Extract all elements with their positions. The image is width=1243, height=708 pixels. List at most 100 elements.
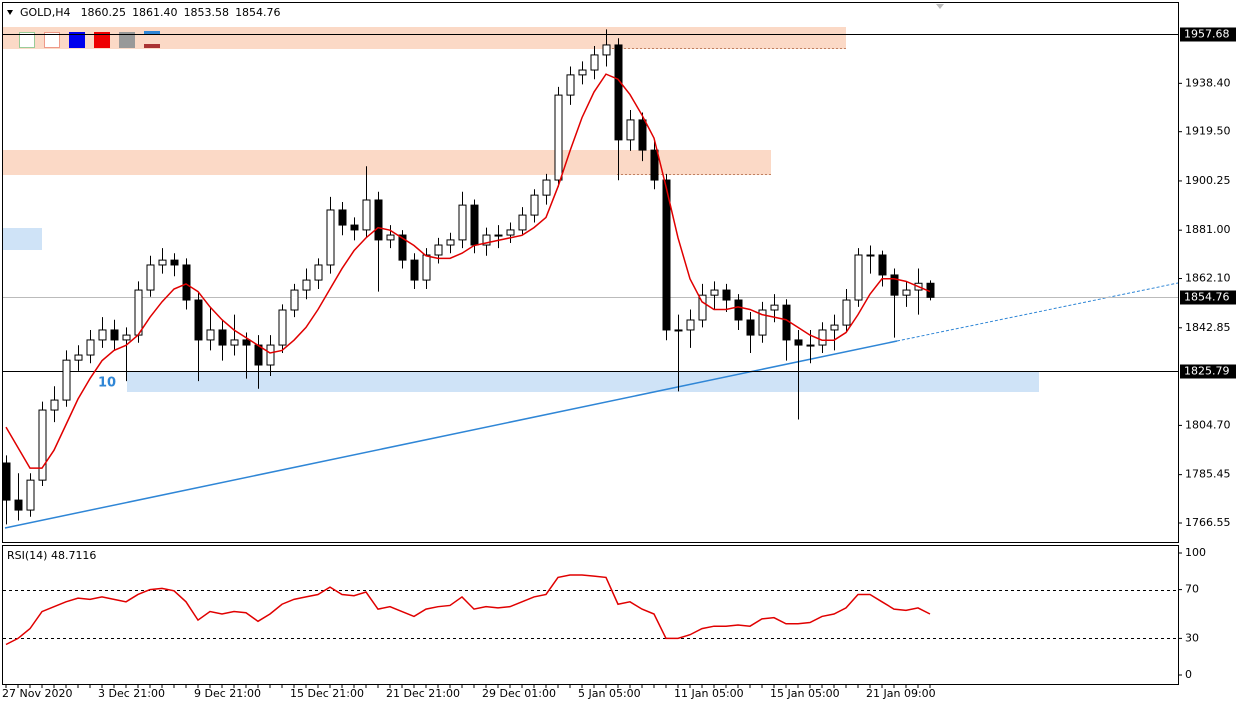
candle-body <box>38 409 47 481</box>
level-label: 1825.79 <box>1184 365 1230 378</box>
candle-body <box>230 339 239 346</box>
y-tick-label: 100 <box>1185 546 1206 559</box>
candle-body <box>422 254 431 281</box>
candle-body <box>266 344 275 366</box>
icon[interactable] <box>44 32 60 48</box>
level-label: 1957.68 <box>1184 28 1230 41</box>
candle-body <box>458 204 467 241</box>
trendline <box>4 340 898 529</box>
candle-body <box>614 44 623 141</box>
candle-body <box>674 329 683 332</box>
candle-body <box>362 199 371 231</box>
candle-body <box>326 209 335 266</box>
header-value: 1853.58 <box>184 6 230 19</box>
y-tick-label: 1919.50 <box>1185 125 1231 138</box>
candle-body <box>854 254 863 301</box>
candle-body <box>290 289 299 311</box>
rsi-pane <box>2 545 1179 685</box>
candle-body <box>182 264 191 301</box>
candle-body <box>398 234 407 261</box>
candle-body <box>530 194 539 216</box>
candle-body <box>434 244 443 256</box>
candle-body <box>590 54 599 71</box>
y-tick-label: 70 <box>1185 583 1199 596</box>
y-tick-label: 1842.85 <box>1185 321 1231 334</box>
candle-body <box>662 179 671 331</box>
y-tick-label: 1785.45 <box>1185 468 1231 481</box>
scroll-marker <box>936 4 944 9</box>
candle-body <box>170 259 179 266</box>
candle-body <box>14 499 23 511</box>
demand-zone <box>3 228 42 250</box>
icon[interactable] <box>119 32 135 48</box>
candle-body <box>626 119 635 141</box>
x-tick-label: 5 Jan 05:00 <box>578 687 641 700</box>
icon[interactable] <box>19 32 35 48</box>
icon[interactable] <box>144 44 160 48</box>
candle-body <box>710 289 719 296</box>
candle-body <box>218 329 227 346</box>
candle-body <box>122 334 131 341</box>
x-tick-label: 11 Jan 05:00 <box>674 687 744 700</box>
trendline-extension <box>896 282 1179 342</box>
candle-body <box>890 274 899 296</box>
candle-body <box>554 94 563 181</box>
x-tick-label: 15 Jan 05:00 <box>770 687 840 700</box>
candle-body <box>842 299 851 326</box>
candle-body <box>758 309 767 336</box>
candle-body <box>806 344 815 347</box>
candle-body <box>50 399 59 411</box>
x-tick-label: 15 Dec 21:00 <box>290 687 364 700</box>
y-tick-label: 1900.25 <box>1185 174 1231 187</box>
chart-title: GOLD,H4 <box>20 6 71 19</box>
candle-body <box>494 234 503 237</box>
icon[interactable] <box>144 31 160 34</box>
candle-body <box>410 259 419 281</box>
level-label-box <box>1180 290 1236 305</box>
y-tick-label: 1804.70 <box>1185 418 1231 431</box>
level-label: 1854.76 <box>1184 291 1230 304</box>
y-tick-label: 1766.55 <box>1185 516 1231 529</box>
x-tick-label: 21 Jan 09:00 <box>866 687 936 700</box>
candle-body <box>338 209 347 226</box>
y-tick-label: 30 <box>1185 631 1199 644</box>
moving-average <box>5 73 931 469</box>
candle-body <box>830 324 839 331</box>
candle-body <box>62 359 71 401</box>
y-tick-label: 1862.10 <box>1185 272 1231 285</box>
candle-body <box>734 299 743 321</box>
candle-body <box>650 149 659 181</box>
candle-body <box>470 204 479 246</box>
candle-body <box>2 462 11 501</box>
candle-body <box>518 214 527 231</box>
candle-body <box>602 44 611 56</box>
candle-body <box>146 264 155 291</box>
header-value: 1860.25 <box>81 6 127 19</box>
candle-body <box>566 74 575 96</box>
candle-body <box>446 239 455 246</box>
candle-body <box>110 329 119 341</box>
candle-body <box>26 479 35 511</box>
y-tick-label: 1938.40 <box>1185 76 1231 89</box>
candle-body <box>194 299 203 341</box>
candle-body <box>242 339 251 346</box>
menu-arrow[interactable] <box>7 10 13 15</box>
y-tick-label: 1881.00 <box>1185 223 1231 236</box>
header-value: 1861.40 <box>132 6 178 19</box>
candle-body <box>386 234 395 241</box>
x-tick-label: 29 Dec 01:00 <box>482 687 556 700</box>
rsi-title: RSI(14) 48.7116 <box>7 549 96 562</box>
candle-body <box>374 199 383 241</box>
candle-body <box>350 224 359 231</box>
icon[interactable] <box>94 32 110 48</box>
candle-body <box>314 264 323 281</box>
icon[interactable] <box>69 32 85 48</box>
candle-body <box>86 339 95 356</box>
candle-body <box>638 119 647 151</box>
candle-body <box>74 354 83 361</box>
candle-body <box>578 69 587 76</box>
candle-body <box>698 294 707 321</box>
level-label-box <box>1180 364 1236 379</box>
